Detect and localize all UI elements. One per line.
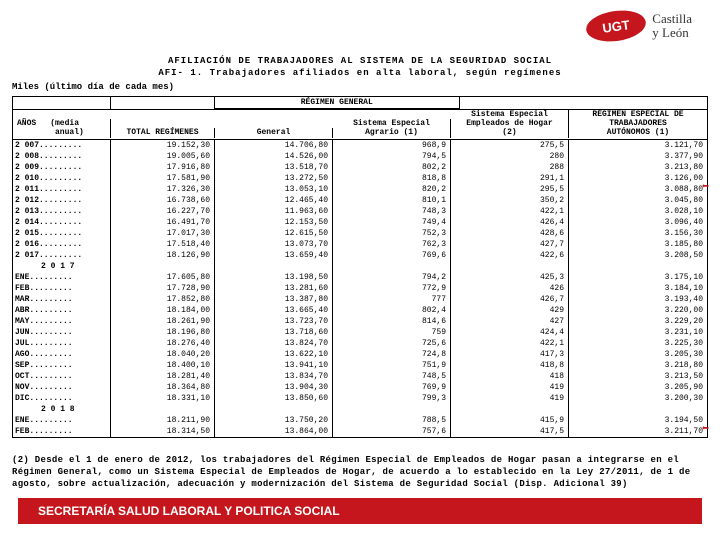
table-row: JUL.........18.276,4013.824,70725,6422,1…	[13, 338, 707, 349]
table-row: 2 016.........17.518,4013.073,70762,3427…	[13, 239, 707, 250]
table-row: 2 014.........16.491,7012.153,50749,4426…	[13, 217, 707, 228]
footer-band: SECRETARÍA SALUD LABORAL Y POLITICA SOCI…	[18, 498, 702, 524]
title-sub: AFI- 1. Trabajadores afiliados en alta l…	[0, 68, 720, 78]
hdr-autonomos: RÉGIMEN ESPECIAL DETRABAJADORESAUTÓNOMOS…	[569, 110, 707, 138]
hdr-hogar: Sistema EspecialEmpleados de Hogar(2)	[451, 110, 569, 138]
section-row: 2 0 1 7	[13, 261, 707, 272]
table-row: MAR.........17.852,8013.387,80777426,73.…	[13, 294, 707, 305]
table-row: JUN.........18.196,8013.718,60759424,43.…	[13, 327, 707, 338]
ugt-logo: UGT	[584, 7, 648, 45]
arrow-indicator-icon: ⬅	[702, 424, 709, 435]
hdr-agrario: Sistema EspecialAgrario (1)	[333, 119, 451, 139]
affiliation-table: RÉGIMEN GENERAL AÑOS(media anual) TOTAL …	[12, 96, 708, 438]
hdr-general: General	[215, 128, 333, 139]
table-row: 2 011.........17.326,3013.053,10820,2295…	[13, 184, 707, 195]
table-row: 2 008.........19.005,6014.526,00794,5280…	[13, 151, 707, 162]
table-row: 2 007.........19.152,3014.706,80968,9275…	[13, 140, 707, 151]
table-row: DIC.........18.331,1013.850,60799,34193.…	[13, 393, 707, 404]
table-row: OCT.........18.281,4013.834,70748,54183.…	[13, 371, 707, 382]
table-row: 2 010.........17.581,9013.272,50818,8291…	[13, 173, 707, 184]
table-row: ENE.........17.605,8013.198,50794,2425,3…	[13, 272, 707, 283]
table-row: SEP.........18.400,1013.941,10751,9418,8…	[13, 360, 707, 371]
table-row: ENE.........18.211,9013.750,20788,5415,9…	[13, 415, 707, 426]
table-row: AGO.........18.040,2013.622,10724,8417,3…	[13, 349, 707, 360]
hdr-years: AÑOS	[17, 120, 36, 129]
table-row: 2 012.........16.738,6012.465,40810,1350…	[13, 195, 707, 206]
table-row: MAY.........18.261,9013.723,70814,64273.…	[13, 316, 707, 327]
table-row: 2 017.........18.126,9013.659,40769,6422…	[13, 250, 707, 261]
table-row: 2 009.........17.916,8013.518,70802,2288…	[13, 162, 707, 173]
table-row: ABR.........18.184,0013.665,40802,44293.…	[13, 305, 707, 316]
table-row: 2 015.........17.017,3012.615,50752,3428…	[13, 228, 707, 239]
table-subtitle: Miles (último día de cada mes)	[12, 82, 174, 92]
table-row: FEB.........17.728,9013.281,60772,94263.…	[13, 283, 707, 294]
table-row: NOV.........18.364,8013.904,30769,94193.…	[13, 382, 707, 393]
col-regimen-general: RÉGIMEN GENERAL	[215, 97, 459, 109]
footnote: (2) Desde el 1 de enero de 2012, los tra…	[12, 454, 708, 490]
table-row: 2 013.........16.227,7011.963,60748,3422…	[13, 206, 707, 217]
header-logo-bar: UGT Castilla y León	[0, 8, 720, 44]
arrow-indicator-icon: ⬅	[702, 182, 709, 193]
title-main: AFILIACIÓN DE TRABAJADORES AL SISTEMA DE…	[0, 56, 720, 66]
table-row: FEB.........18.314,5013.864,00757,6417,5…	[13, 426, 707, 437]
section-row: 2 0 1 8	[13, 404, 707, 415]
hdr-total: TOTAL REGÍMENES	[111, 128, 215, 139]
region-text: Castilla y León	[652, 12, 692, 39]
